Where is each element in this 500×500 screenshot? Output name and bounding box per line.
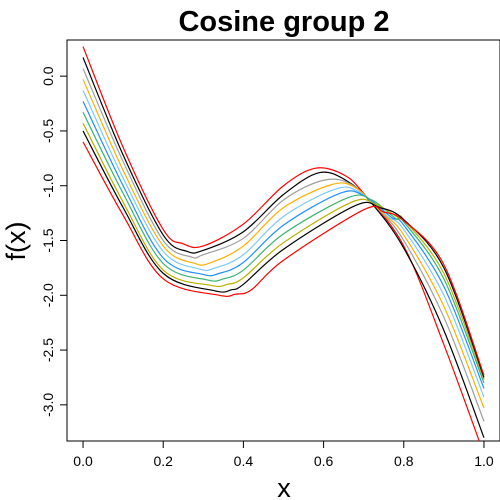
series-line-1 bbox=[82, 46, 480, 441]
y-tick-label: -0.5 bbox=[40, 119, 56, 143]
plot-frame bbox=[66, 39, 500, 442]
x-axis: 0.0 0.2 0.4 0.6 0.8 1.0 bbox=[73, 441, 494, 469]
x-tick-label: 0.4 bbox=[234, 453, 254, 469]
y-tick-label: -3.0 bbox=[40, 393, 56, 417]
series-line-6 bbox=[82, 101, 485, 389]
series-line-7 bbox=[82, 112, 485, 384]
series-line-4 bbox=[82, 79, 485, 409]
series-line-9 bbox=[82, 130, 485, 378]
x-axis-label: x bbox=[277, 473, 291, 500]
series-layer bbox=[82, 46, 485, 441]
y-tick-label: 0.0 bbox=[40, 66, 56, 86]
series-line-2 bbox=[82, 57, 485, 438]
y-tick-label: -1.5 bbox=[40, 228, 56, 252]
x-tick-label: 0.8 bbox=[394, 453, 414, 469]
y-tick-label: -2.0 bbox=[40, 283, 56, 307]
chart-title: Cosine group 2 bbox=[178, 6, 389, 38]
x-tick-label: 0.6 bbox=[314, 453, 334, 469]
y-tick-label: -1.0 bbox=[40, 173, 56, 197]
y-axis: 0.0 -0.5 -1.0 -1.5 -2.0 -2.5 -3.0 bbox=[40, 66, 67, 417]
series-line-3 bbox=[82, 68, 485, 422]
series-line-10 bbox=[82, 141, 485, 376]
y-tick-label: -2.5 bbox=[40, 338, 56, 362]
y-axis-label: f(x) bbox=[1, 222, 31, 261]
x-tick-label: 0.2 bbox=[153, 453, 173, 469]
x-tick-label: 0.0 bbox=[73, 453, 93, 469]
x-tick-label: 1.0 bbox=[474, 453, 494, 469]
series-line-5 bbox=[82, 90, 485, 398]
